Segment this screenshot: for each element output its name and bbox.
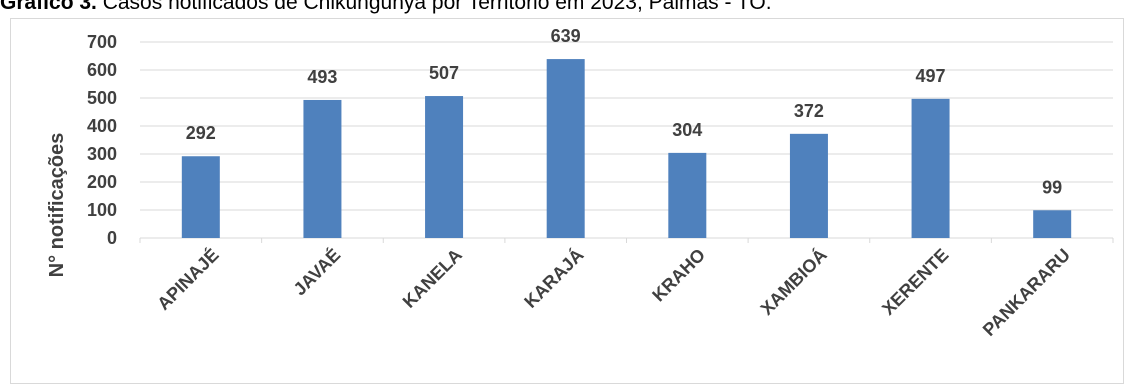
bar — [911, 98, 950, 238]
y-tick-label: 500 — [87, 88, 117, 108]
data-label: 507 — [429, 63, 459, 83]
x-tick-label: KANELA — [399, 245, 466, 312]
x-tick-label: APINAJÉ — [153, 244, 223, 314]
y-tick-label: 400 — [87, 116, 117, 136]
x-tick-label: JAVAÉ — [289, 244, 344, 299]
y-tick-label: 300 — [87, 144, 117, 164]
bar — [546, 59, 585, 238]
y-tick-label: 700 — [87, 32, 117, 52]
y-tick-label: 600 — [87, 60, 117, 80]
y-tick-label: 0 — [107, 228, 117, 248]
y-axis-label: N° notificações — [46, 133, 68, 278]
data-labels: 292 493 507 639 304 372 497 99 — [186, 26, 1062, 197]
bar — [425, 96, 464, 238]
bar — [181, 156, 220, 238]
bar — [789, 133, 828, 238]
bar — [1033, 210, 1072, 238]
bar — [303, 99, 342, 239]
data-label: 497 — [916, 66, 946, 86]
chart-frame — [10, 18, 1124, 384]
data-label: 99 — [1042, 177, 1062, 197]
x-tick-label: KARAJÁ — [520, 244, 588, 312]
data-label: 372 — [794, 101, 824, 121]
y-tick-labels: 0 100 200 300 400 500 600 700 — [87, 32, 117, 248]
bar — [668, 152, 707, 238]
chart-caption: Gráfico 3. Casos notificados de Chikungu… — [0, 0, 1128, 15]
y-tick-label: 100 — [87, 200, 117, 220]
x-tick-label: PANKARARU — [979, 245, 1074, 340]
data-label: 304 — [672, 120, 702, 140]
caption-text: Casos notificados de Chikungunya por Ter… — [96, 0, 772, 14]
bars — [181, 59, 1072, 239]
x-tick-label: XERENTE — [878, 245, 952, 319]
gridlines — [139, 41, 1114, 243]
y-tick-label: 200 — [87, 172, 117, 192]
x-tick-label: KRAHO — [648, 245, 709, 306]
x-tick-labels: APINAJÉ JAVAÉ KANELA KARAJÁ KRAHO XAMBIOÁ XERE… — [153, 244, 1074, 340]
data-label: 639 — [551, 26, 581, 46]
caption-label: Gráfico 3. — [0, 0, 97, 14]
x-tick-label: XAMBIOÁ — [756, 244, 831, 319]
data-label: 493 — [307, 67, 337, 87]
data-label: 292 — [186, 123, 216, 143]
